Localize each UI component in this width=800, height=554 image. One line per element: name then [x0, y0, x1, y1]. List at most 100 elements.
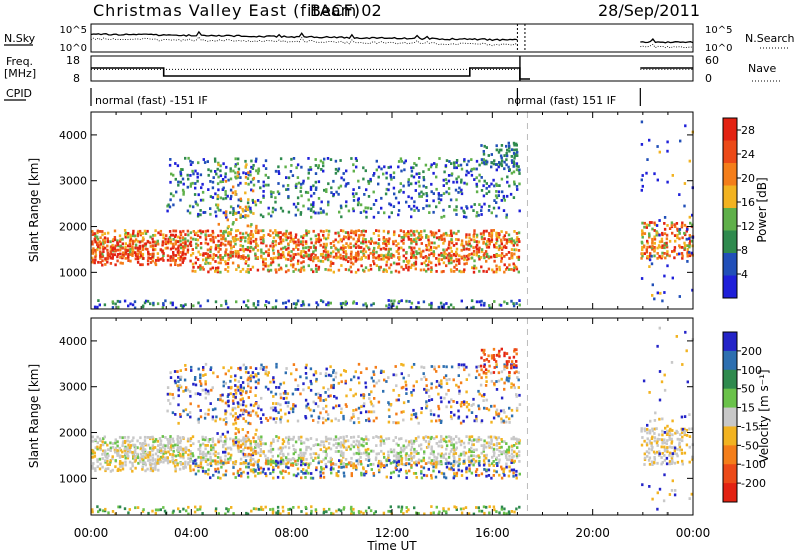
heatmap-cell: [108, 463, 111, 466]
heatmap-cell: [425, 248, 428, 252]
heatmap-cell: [232, 185, 235, 189]
heatmap-cell: [235, 300, 238, 304]
heatmap-cell: [257, 406, 260, 410]
heatmap-cell: [91, 439, 95, 443]
freq-traces: [91, 56, 693, 81]
heatmap-cell: [430, 449, 434, 453]
heatmap-cell: [152, 248, 155, 252]
heatmap-cell: [382, 246, 385, 250]
heatmap-cell: [357, 417, 360, 420]
heatmap-cell: [505, 241, 508, 245]
power-colorbar-tick-label-2: 12: [741, 220, 755, 233]
heatmap-cell: [98, 437, 102, 441]
heatmap-cell: [247, 462, 250, 466]
heatmap-cell: [335, 254, 338, 257]
heatmap-cell: [397, 258, 401, 261]
heatmap-cell: [475, 240, 479, 243]
heatmap-cell: [111, 442, 115, 445]
heatmap-cell: [498, 184, 501, 187]
heatmap-cell: [349, 464, 353, 468]
heatmap-cell: [475, 253, 478, 257]
heatmap-cell: [487, 245, 491, 249]
heatmap-cell: [324, 398, 328, 402]
heatmap-cell: [439, 438, 443, 442]
heatmap-cell: [412, 256, 416, 259]
heatmap-cell: [255, 226, 258, 230]
heatmap-cell: [126, 448, 129, 452]
heatmap-cell: [515, 162, 519, 166]
heatmap-cell: [310, 456, 313, 460]
heatmap-cell: [389, 263, 393, 267]
heatmap-cell: [345, 252, 348, 256]
heatmap-cell: [157, 242, 160, 246]
heatmap-cell: [420, 262, 423, 266]
heatmap-cell: [445, 440, 448, 444]
heatmap-cell: [405, 476, 408, 479]
heatmap-cell: [379, 247, 383, 251]
heatmap-cell: [498, 268, 501, 272]
heatmap-cell: [287, 242, 290, 246]
heatmap-cell: [181, 177, 185, 181]
heatmap-cell: [683, 231, 686, 235]
heatmap-cell: [277, 263, 281, 267]
heatmap-cell: [508, 168, 511, 172]
heatmap-cell: [392, 176, 396, 179]
heatmap-cell: [430, 459, 434, 462]
heatmap-cell: [657, 244, 661, 247]
heatmap-cell: [678, 228, 682, 231]
heatmap-cell: [204, 233, 207, 237]
heatmap-cell: [437, 381, 441, 385]
heatmap-cell: [491, 455, 494, 459]
freq-left-tick-top: 18: [66, 54, 80, 67]
heatmap-cell: [495, 365, 498, 369]
heatmap-cell: [506, 448, 509, 452]
heatmap-cell: [463, 181, 466, 185]
heatmap-cell: [445, 159, 449, 162]
heatmap-cell: [357, 445, 360, 449]
heatmap-cell: [211, 459, 214, 463]
heatmap-cell: [413, 200, 416, 204]
heatmap-cell: [93, 237, 96, 241]
heatmap-cell: [327, 446, 331, 450]
heatmap-cell: [139, 231, 142, 235]
heatmap-cell: [648, 254, 652, 258]
heatmap-cell: [109, 449, 112, 452]
heatmap-cell: [361, 240, 365, 243]
heatmap-cell: [374, 458, 378, 462]
heatmap-cell: [309, 462, 312, 465]
heatmap-cell: [159, 451, 163, 454]
heatmap-cell: [430, 261, 433, 265]
heatmap-cell: [509, 192, 513, 196]
heatmap-cell: [442, 184, 445, 187]
heatmap-cell: [442, 437, 445, 441]
heatmap-cell: [646, 241, 649, 245]
heatmap-cell: [261, 442, 265, 446]
heatmap-cell: [199, 382, 203, 386]
heatmap-cell: [174, 263, 177, 266]
heatmap-cell: [447, 456, 451, 459]
heatmap-cell: [329, 260, 333, 264]
heatmap-cell: [260, 396, 263, 400]
heatmap-cell: [352, 199, 356, 202]
heatmap-cell: [269, 229, 272, 233]
heatmap-cell: [219, 258, 222, 261]
heatmap-cell: [91, 448, 94, 452]
heatmap-cell: [435, 458, 438, 462]
heatmap-cell: [232, 237, 235, 240]
heatmap-cell: [184, 252, 187, 256]
heatmap-cell: [472, 266, 476, 270]
heatmap-cell: [234, 418, 237, 422]
heatmap-cell: [179, 385, 183, 389]
heatmap-cell: [199, 443, 202, 447]
heatmap-cell: [327, 258, 330, 262]
heatmap-cell: [508, 184, 511, 188]
heatmap-cell: [460, 248, 463, 252]
heatmap-cell: [224, 461, 228, 465]
heatmap-cell: [412, 175, 416, 179]
heatmap-cell: [198, 446, 202, 449]
heatmap-cell: [201, 388, 204, 392]
heatmap-cell: [315, 377, 318, 381]
heatmap-cell: [234, 242, 237, 246]
heatmap-cell: [429, 409, 433, 413]
heatmap-cell: [340, 452, 343, 456]
